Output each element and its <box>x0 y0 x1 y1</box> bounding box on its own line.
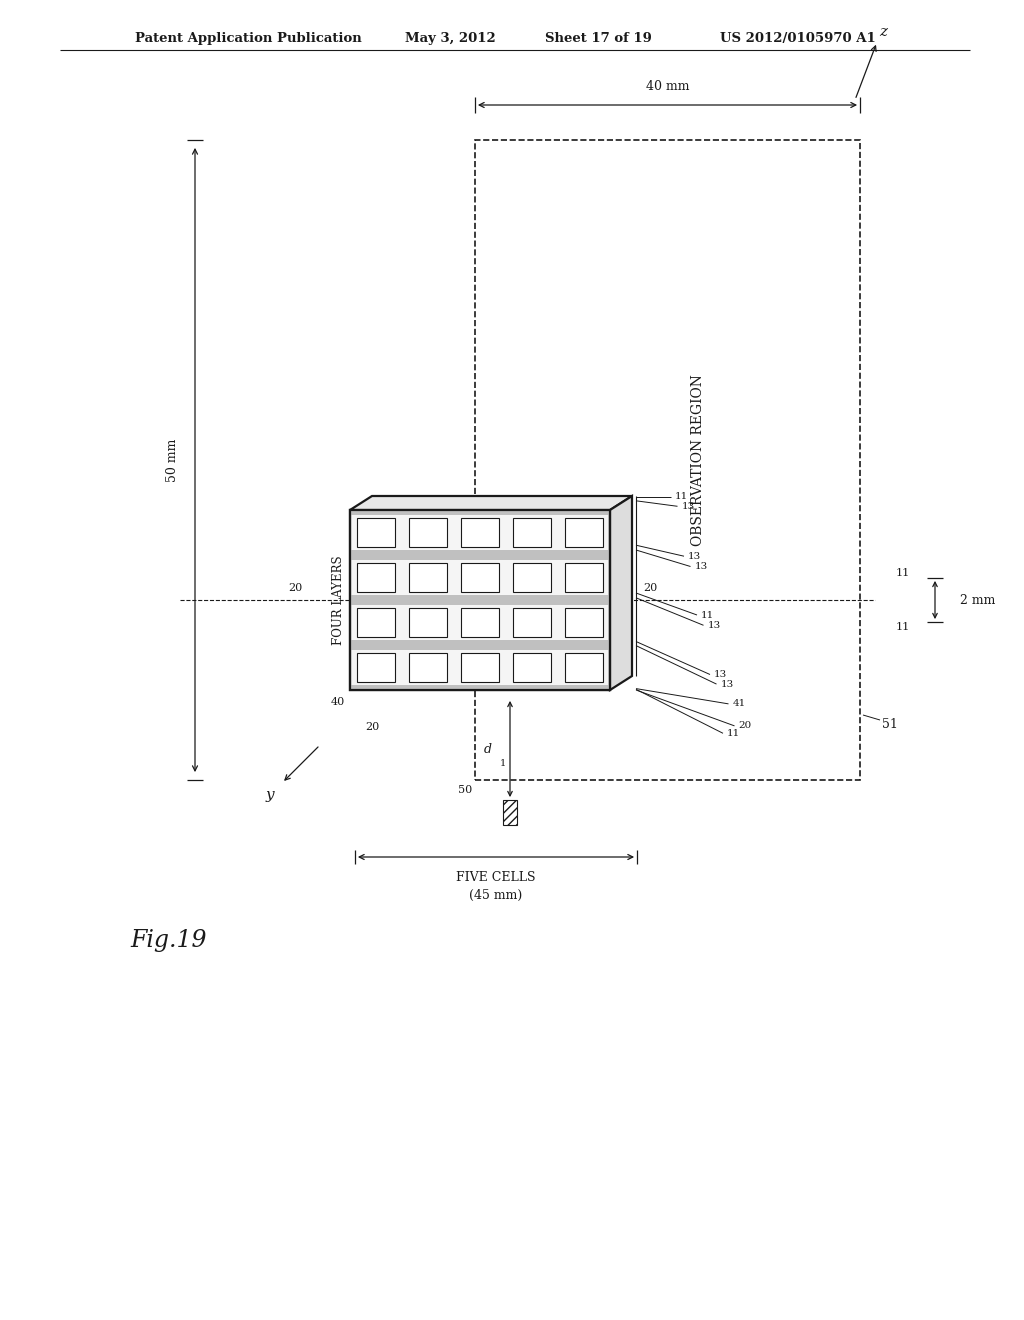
Text: d: d <box>484 743 492 755</box>
Text: 2 mm: 2 mm <box>961 594 995 606</box>
Bar <box>350 685 610 690</box>
Text: 13: 13 <box>694 562 708 572</box>
Bar <box>350 645 610 651</box>
Bar <box>565 564 603 591</box>
Text: 13: 13 <box>682 502 694 511</box>
Bar <box>350 554 610 561</box>
Text: 1: 1 <box>500 759 506 768</box>
Bar <box>350 594 610 601</box>
Bar <box>513 609 551 636</box>
Bar <box>513 564 551 591</box>
Bar <box>565 519 603 546</box>
Polygon shape <box>350 496 632 510</box>
Bar <box>350 510 610 690</box>
Polygon shape <box>610 496 632 690</box>
Bar <box>410 564 446 591</box>
Bar <box>503 800 517 825</box>
Bar <box>475 140 860 780</box>
Bar <box>410 609 446 636</box>
Bar <box>513 519 551 546</box>
Bar <box>513 653 551 681</box>
Text: 40 mm: 40 mm <box>646 81 689 94</box>
Bar <box>410 653 446 681</box>
Text: 11: 11 <box>701 610 715 619</box>
Text: 51: 51 <box>882 718 898 731</box>
Text: Patent Application Publication: Patent Application Publication <box>135 32 361 45</box>
Text: 41: 41 <box>732 700 745 709</box>
Bar <box>357 564 394 591</box>
Bar <box>350 640 610 645</box>
Bar <box>357 653 394 681</box>
Text: 50 mm: 50 mm <box>167 438 179 482</box>
Text: 13: 13 <box>688 552 701 561</box>
Text: 0: 0 <box>486 582 494 591</box>
Bar <box>350 549 610 554</box>
Bar <box>350 601 610 606</box>
Text: 20: 20 <box>365 722 379 733</box>
Text: OBSERVATION REGION: OBSERVATION REGION <box>690 374 705 546</box>
Text: 20: 20 <box>738 722 752 730</box>
Text: 11: 11 <box>896 622 910 632</box>
Bar <box>461 564 499 591</box>
Bar <box>357 519 394 546</box>
Text: 11: 11 <box>727 729 740 738</box>
Bar <box>565 653 603 681</box>
Text: FIVE CELLS: FIVE CELLS <box>457 870 536 883</box>
Bar <box>357 609 394 636</box>
Text: Sheet 17 of 19: Sheet 17 of 19 <box>545 32 652 45</box>
Text: y: y <box>265 788 274 803</box>
Bar <box>461 653 499 681</box>
Text: 11: 11 <box>896 568 910 578</box>
Text: US 2012/0105970 A1: US 2012/0105970 A1 <box>720 32 876 45</box>
Text: 20: 20 <box>288 583 302 593</box>
Bar <box>565 609 603 636</box>
Text: 40: 40 <box>331 697 345 708</box>
Bar <box>410 519 446 546</box>
Text: 13: 13 <box>714 671 727 678</box>
Bar <box>461 609 499 636</box>
Bar <box>461 519 499 546</box>
Text: 13: 13 <box>708 620 721 630</box>
Text: 50: 50 <box>458 785 472 795</box>
Text: Fig.19: Fig.19 <box>130 928 207 952</box>
Text: 20: 20 <box>643 583 657 593</box>
Text: z: z <box>879 25 887 40</box>
Text: FOUR LAYERS: FOUR LAYERS <box>332 556 344 644</box>
Bar <box>350 510 610 515</box>
Text: (45 mm): (45 mm) <box>469 888 522 902</box>
Bar <box>350 510 610 690</box>
Text: May 3, 2012: May 3, 2012 <box>406 32 496 45</box>
Text: 11: 11 <box>675 492 688 502</box>
Text: 13: 13 <box>721 680 734 689</box>
